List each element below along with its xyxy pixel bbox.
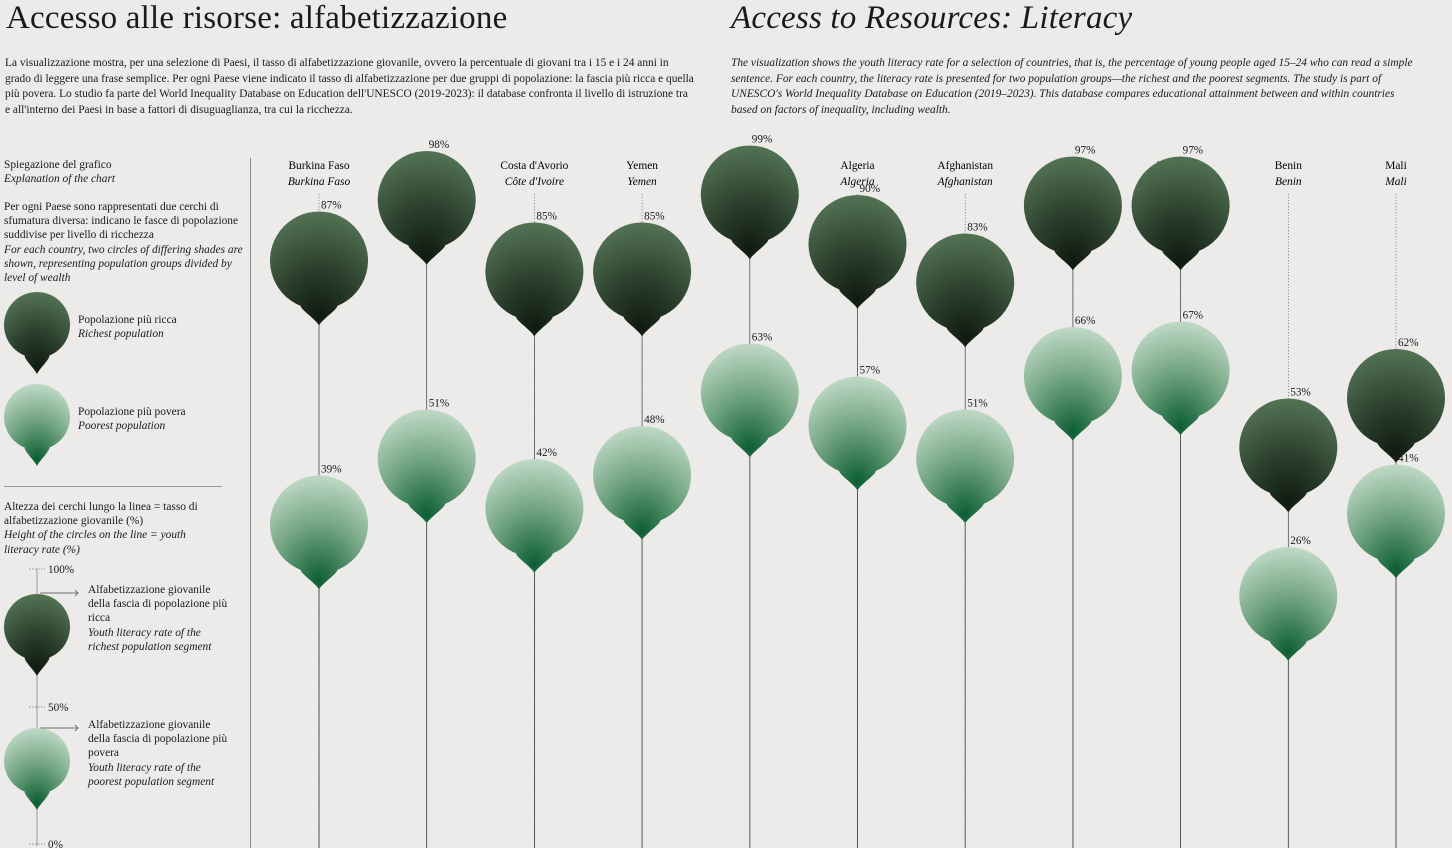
value-label-rich-mali: 62% bbox=[1398, 337, 1419, 349]
country-label-en-afghanistan: Afghanistan bbox=[937, 176, 993, 188]
circle-rich-madagascar bbox=[377, 151, 476, 265]
legend-scale-mid: 50% bbox=[48, 702, 69, 714]
country-label-it-mali: Mali bbox=[1385, 160, 1407, 172]
circle-rich-yemen bbox=[593, 222, 692, 337]
legend-example-rich-circle bbox=[3, 594, 70, 676]
country-label-en-c-te-d-ivoire: Côte d'Ivoire bbox=[505, 176, 564, 188]
country-label-it-benin: Benin bbox=[1275, 160, 1303, 172]
legend-poor-circle bbox=[3, 384, 70, 466]
value-label-poor-madagascar: 51% bbox=[429, 398, 450, 410]
country-label-en-yemen: Yemen bbox=[627, 176, 657, 188]
circle-rich-zimbabwe bbox=[1131, 156, 1230, 271]
chart-divider bbox=[250, 158, 251, 848]
legend-heading-en: Explanation of the chart bbox=[4, 173, 116, 186]
circle-rich-benin bbox=[1239, 398, 1338, 513]
value-label-rich-algeria: 90% bbox=[860, 183, 881, 195]
country-label-it-yemen: Yemen bbox=[626, 160, 658, 172]
legend-example-rich-it: Alfabetizzazione giovanile della fascia … bbox=[88, 584, 228, 625]
circle-poor-mali bbox=[1347, 464, 1445, 579]
circle-rich-ghana bbox=[700, 145, 799, 260]
legend-example-rich-en: Youth literacy rate of the richest popul… bbox=[88, 626, 212, 653]
legend-rich-it: Popolazione più ricca bbox=[78, 314, 177, 326]
value-label-poor-algeria: 57% bbox=[860, 365, 881, 377]
legend-rich-circle bbox=[4, 292, 71, 374]
value-label-rich-c-te-d-ivoire: 85% bbox=[536, 211, 557, 223]
circle-rich-c-te-d-ivoire bbox=[485, 222, 584, 337]
legend-scale-top: 100% bbox=[48, 564, 74, 576]
value-label-rich-u-r-tanzania: 97% bbox=[1075, 145, 1096, 157]
legend-arrowhead-rich bbox=[74, 589, 79, 597]
value-label-poor-benin: 26% bbox=[1290, 535, 1311, 547]
legend-rich-en: Richest population bbox=[78, 328, 164, 341]
legend-example-rich: Alfabetizzazione giovanile della fascia … bbox=[88, 583, 233, 654]
circle-poor-burkina-faso bbox=[270, 475, 368, 590]
value-label-rich-madagascar: 98% bbox=[429, 139, 450, 151]
legend-poor-it: Popolazione più povera bbox=[78, 406, 186, 418]
circle-poor-afghanistan bbox=[916, 409, 1015, 524]
legend-desc-en: For each country, two circles of differi… bbox=[4, 243, 243, 285]
legend-example-poor-en: Youth literacy rate of the poorest popul… bbox=[88, 761, 215, 788]
circle-poor-algeria bbox=[808, 376, 907, 491]
legend-marks: 100% 50% 0% bbox=[3, 292, 79, 848]
value-label-rich-afghanistan: 83% bbox=[967, 222, 988, 234]
page-title-english: Access to Resources: Literacy bbox=[731, 0, 1133, 36]
legend-heading: Spiegazione del grafico Explanation of t… bbox=[4, 158, 115, 186]
country-label-it-c-te-d-ivoire: Costa d'Avorio bbox=[500, 160, 568, 172]
legend-example-poor-it: Alfabetizzazione giovanile della fascia … bbox=[88, 719, 228, 760]
legend-poor-label: Popolazione più povera Poorest populatio… bbox=[78, 405, 186, 433]
value-label-rich-benin: 53% bbox=[1290, 387, 1311, 399]
intro-text-italian: La visualizzazione mostra, per una selez… bbox=[5, 57, 694, 116]
circle-rich-algeria bbox=[808, 195, 907, 309]
intro-text-english: The visualization shows the youth litera… bbox=[731, 57, 1413, 116]
circle-poor-c-te-d-ivoire bbox=[485, 459, 584, 573]
value-label-rich-burkina-faso: 87% bbox=[321, 200, 342, 212]
legend-example-poor-circle bbox=[3, 728, 70, 810]
value-label-poor-mali: 41% bbox=[1398, 453, 1419, 465]
circle-rich-mali bbox=[1347, 349, 1445, 463]
circle-poor-yemen bbox=[593, 425, 692, 540]
legend-scale-bottom: 0% bbox=[48, 839, 63, 848]
value-label-poor-u-r-tanzania: 66% bbox=[1075, 315, 1096, 327]
value-label-poor-burkina-faso: 39% bbox=[321, 464, 342, 476]
legend-poor-en: Poorest population bbox=[78, 420, 166, 433]
legend-example-poor: Alfabetizzazione giovanile della fascia … bbox=[88, 718, 233, 789]
country-label-it-afghanistan: Afghanistan bbox=[937, 160, 993, 172]
country-label-en-burkina-faso: Burkina Faso bbox=[288, 176, 351, 188]
legend-desc-it: Per ogni Paese sono rappresentati due ce… bbox=[4, 201, 239, 242]
legend-height-en: Height of the circles on the line = yout… bbox=[4, 529, 186, 556]
country-label-en-benin: Benin bbox=[1275, 176, 1302, 188]
circle-rich-burkina-faso bbox=[270, 211, 368, 326]
legend-rich-label: Popolazione più ricca Richest population bbox=[78, 313, 177, 341]
page-title-italian: Accesso alle risorse: alfabetizzazione bbox=[6, 0, 508, 36]
value-label-poor-c-te-d-ivoire: 42% bbox=[536, 447, 557, 459]
circle-poor-zimbabwe bbox=[1131, 321, 1230, 436]
country-label-it-burkina-faso: Burkina Faso bbox=[288, 160, 349, 172]
circle-rich-u-r-tanzania bbox=[1023, 156, 1122, 271]
legend-arrowhead-poor bbox=[74, 724, 79, 732]
circle-poor-benin bbox=[1239, 547, 1338, 661]
circle-poor-madagascar bbox=[377, 409, 476, 524]
value-label-rich-ghana: 99% bbox=[752, 134, 773, 146]
circle-rich-afghanistan bbox=[916, 233, 1015, 348]
value-label-poor-yemen: 48% bbox=[644, 414, 665, 426]
value-label-poor-ghana: 63% bbox=[752, 332, 773, 344]
circle-poor-u-r-tanzania bbox=[1023, 327, 1122, 441]
value-label-poor-afghanistan: 51% bbox=[967, 398, 988, 410]
circle-poor-ghana bbox=[700, 343, 799, 458]
legend-divider bbox=[4, 486, 222, 487]
legend-height-it: Altezza dei cerchi lungo la linea = tass… bbox=[4, 501, 198, 528]
legend-height-explanation: Altezza dei cerchi lungo la linea = tass… bbox=[4, 500, 219, 557]
value-label-rich-zimbabwe: 97% bbox=[1183, 145, 1204, 157]
value-label-poor-zimbabwe: 67% bbox=[1183, 310, 1204, 322]
value-label-rich-yemen: 85% bbox=[644, 211, 665, 223]
legend-description: Per ogni Paese sono rappresentati due ce… bbox=[4, 200, 244, 285]
country-label-en-algeria: Algeria bbox=[839, 176, 874, 188]
legend-heading-it: Spiegazione del grafico bbox=[4, 159, 112, 171]
country-label-it-algeria: Algeria bbox=[840, 160, 874, 172]
country-label-en-mali: Mali bbox=[1384, 176, 1407, 188]
